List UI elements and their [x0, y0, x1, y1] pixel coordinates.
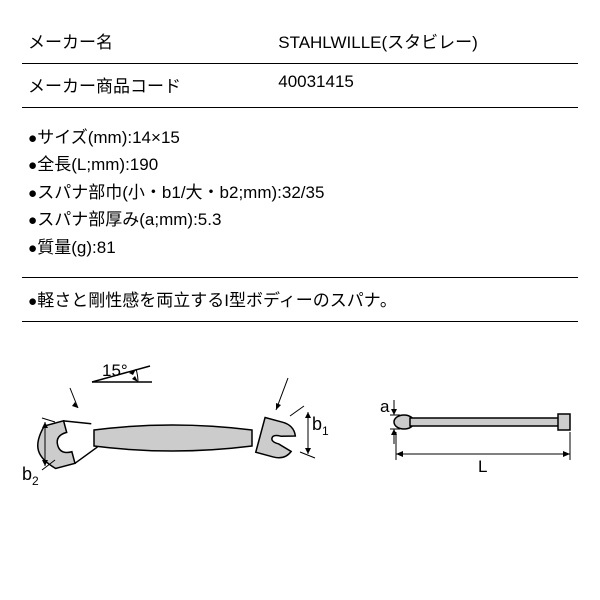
maker-name-value: STAHLWILLE(スタビレー) [278, 28, 572, 53]
spec-mass: 質量(g):81 [28, 234, 572, 261]
product-code-label: メーカー商品コード [28, 72, 278, 97]
a-label: a [380, 397, 390, 416]
b2-label: b2 [22, 464, 39, 488]
spec-thickness: スパナ部厚み(a;mm):5.3 [28, 206, 572, 233]
maker-name-label: メーカー名 [28, 28, 278, 53]
spec-size: サイズ(mm):14×15 [28, 124, 572, 151]
description-text: 軽さと剛性感を両立するI型ボディーのスパナ。 [28, 291, 397, 310]
product-code-value: 40031415 [278, 72, 572, 97]
l-label: L [478, 457, 487, 476]
spec-width: スパナ部巾(小・b1/大・b2;mm):32/35 [28, 179, 572, 206]
spec-list: サイズ(mm):14×15 全長(L;mm):190 スパナ部巾(小・b1/大・… [22, 108, 578, 278]
description-row: 軽さと剛性感を両立するI型ボディーのスパナ。 [22, 278, 578, 322]
technical-diagram: 15° b2 b1 a L [22, 360, 578, 525]
spec-length: 全長(L;mm):190 [28, 151, 572, 178]
b1-label: b1 [312, 414, 329, 438]
angle-label: 15° [102, 361, 128, 380]
